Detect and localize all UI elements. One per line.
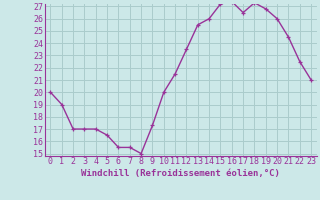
X-axis label: Windchill (Refroidissement éolien,°C): Windchill (Refroidissement éolien,°C) (81, 169, 280, 178)
